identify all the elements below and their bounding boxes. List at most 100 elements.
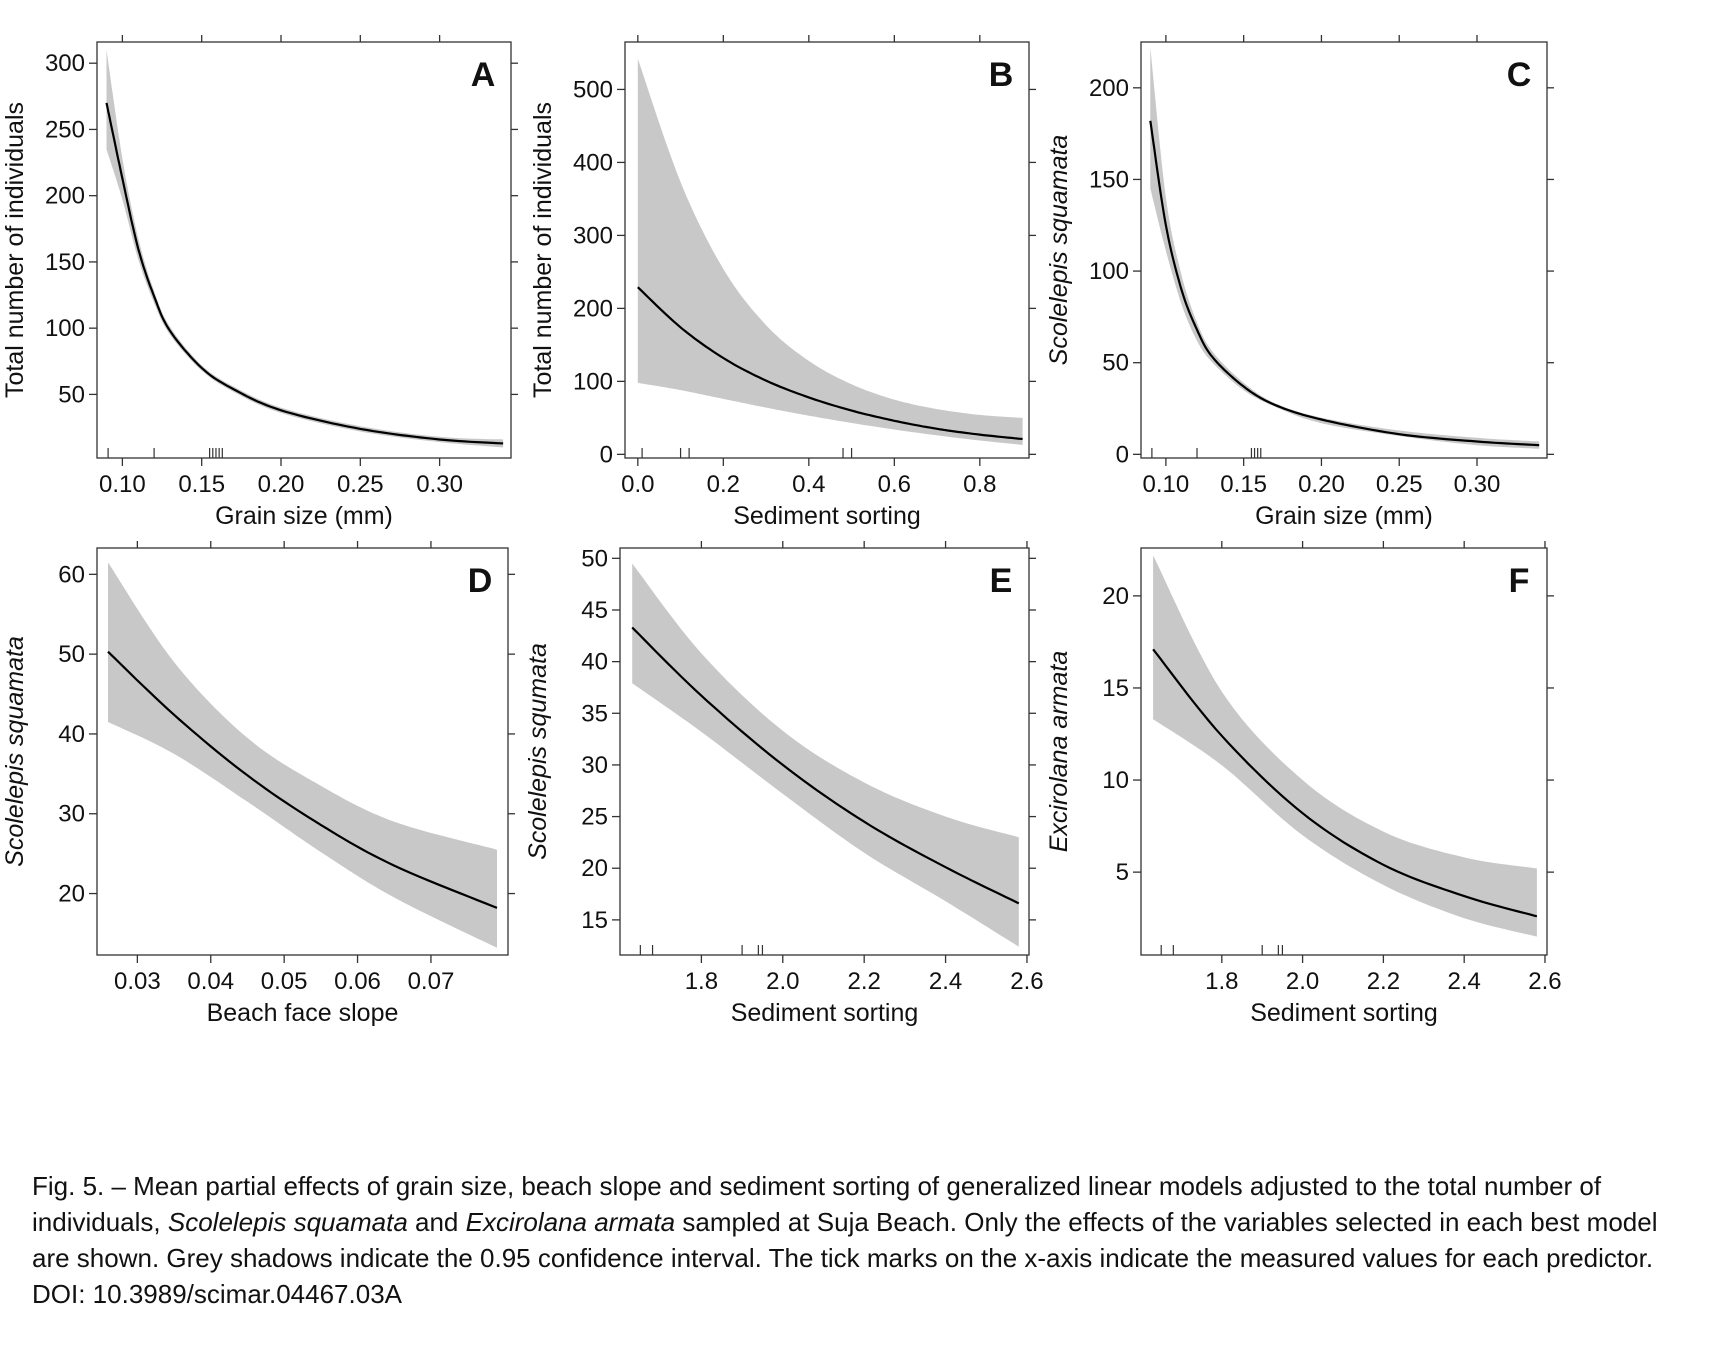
x-tick-label: 0.8: [963, 471, 996, 498]
x-tick-label: 0.2: [707, 471, 740, 498]
caption-species-2: Excirolana armata: [465, 1207, 676, 1237]
x-tick-label: 0.06: [334, 968, 381, 995]
y-tick-label: 40: [581, 649, 608, 676]
panel-f: 1.8 2.0 2.2 2.4 2.6 5 10 15 20 F Sediment sorting E…: [1045, 541, 1562, 1027]
y-tick-label: 40: [58, 721, 85, 748]
plot-frame: [96, 547, 509, 956]
y-tick-label: 20: [581, 855, 608, 882]
y-tick-label: 100: [1089, 258, 1129, 285]
y-tick-label: 150: [1089, 166, 1129, 193]
y-axis-label: Scolelepis squmata: [524, 643, 552, 860]
x-axis-label: Beach face slope: [207, 999, 399, 1027]
y-tick-label: 30: [58, 801, 85, 828]
x-tick-label: 0.4: [792, 471, 825, 498]
x-tick-label: 0.20: [1298, 471, 1345, 498]
panel-letter: A: [471, 56, 496, 94]
y-tick-label: 50: [581, 545, 608, 572]
x-tick-label: 0.25: [337, 471, 384, 498]
figure-caption: Fig. 5. – Mean partial effects of grain …: [32, 1168, 1692, 1312]
x-tick-label: 0.0: [621, 471, 654, 498]
x-tick-label: 0.05: [261, 968, 308, 995]
y-tick-label: 30: [581, 752, 608, 779]
x-tick-label: 0.6: [878, 471, 911, 498]
y-axis-label: Scolelepis squamata: [1, 636, 29, 867]
y-tick-label: 250: [45, 116, 85, 143]
y-tick-label: 200: [45, 183, 85, 210]
x-tick-label: 0.30: [416, 471, 463, 498]
y-tick-label: 0: [1116, 441, 1129, 468]
y-tick-label: 100: [573, 368, 613, 395]
panel-b: 0.0 0.2 0.4 0.6 0.8 0 100 200 300 400 500 B Sediment…: [529, 35, 1036, 530]
x-tick-label: 0.15: [1220, 471, 1267, 498]
panel-letter: B: [989, 56, 1014, 94]
x-tick-label: 0.04: [187, 968, 234, 995]
x-tick-label: 0.30: [1454, 471, 1501, 498]
mean-effect-line: [1149, 120, 1540, 447]
y-axis-label: Total number of individuals: [1, 102, 29, 398]
y-tick-label: 15: [581, 907, 608, 934]
x-tick-label: 2.4: [929, 968, 962, 995]
confidence-band: [106, 49, 504, 448]
x-axis-label: Grain size (mm): [215, 502, 393, 530]
figure: 0.10 0.15 0.20 0.25 0.30 50 100 150 200 250 300 A Gr…: [1, 35, 1562, 1027]
x-axis-label: Sediment sorting: [733, 502, 921, 530]
x-tick-label: 1.8: [1205, 968, 1238, 995]
confidence-band: [632, 563, 1019, 947]
caption-part-1: Fig. 5. – Mean partial effects of grain …: [32, 1171, 1602, 1237]
x-tick-label: 2.0: [766, 968, 799, 995]
x-tick-label: 2.2: [1367, 968, 1400, 995]
confidence-band: [1153, 555, 1537, 937]
y-tick-label: 50: [1102, 350, 1129, 377]
x-tick-label: 0.10: [1143, 471, 1190, 498]
panel-a: 0.10 0.15 0.20 0.25 0.30 50 100 150 200 250 300 A Gr…: [1, 35, 518, 530]
y-tick-label: 300: [573, 222, 613, 249]
y-tick-label: 50: [58, 641, 85, 668]
plot-frame: [1140, 547, 1548, 956]
x-tick-label: 0.15: [178, 471, 225, 498]
y-tick-label: 60: [58, 561, 85, 588]
confidence-band: [637, 58, 1023, 445]
panel-c: 0.10 0.15 0.20 0.25 0.30 0 50 100 150 200 C Grain s…: [1045, 35, 1554, 530]
plot-frame: [624, 41, 1030, 459]
y-tick-label: 5: [1116, 859, 1129, 886]
plot-frame: [1140, 41, 1548, 459]
y-tick-label: 200: [573, 295, 613, 322]
y-tick-label: 300: [45, 50, 85, 77]
mean-effect-line: [637, 286, 1023, 441]
x-tick-label: 0.25: [1376, 471, 1423, 498]
y-tick-label: 0: [600, 441, 613, 468]
y-tick-label: 50: [58, 381, 85, 408]
mean-effect-line: [1152, 648, 1538, 918]
plot-frame: [96, 41, 512, 459]
y-axis-label: Total number of individuals: [529, 102, 557, 398]
x-axis-label: Sediment sorting: [1250, 999, 1438, 1027]
y-tick-label: 20: [58, 881, 85, 908]
x-tick-label: 0.10: [99, 471, 146, 498]
x-axis-label: Grain size (mm): [1255, 502, 1433, 530]
plot-frame: [619, 547, 1030, 956]
x-tick-label: 2.6: [1010, 968, 1043, 995]
panel-letter: F: [1509, 562, 1530, 600]
caption-part-3: sampled at Suja Beach. Only the effects …: [32, 1207, 1658, 1309]
panel-d: 0.03 0.04 0.05 0.06 0.07 20 30 40 50 60 D Beach fac…: [1, 541, 515, 1027]
y-tick-label: 400: [573, 149, 613, 176]
y-axis-label: Scolelepis squamata: [1045, 135, 1073, 366]
mean-effect-line: [105, 102, 504, 445]
caption-species-1: Scolelepis squamata: [167, 1207, 408, 1237]
y-tick-label: 200: [1089, 75, 1129, 102]
y-tick-label: 500: [573, 76, 613, 103]
x-tick-label: 2.0: [1286, 968, 1319, 995]
mean-effect-line: [631, 626, 1020, 905]
x-tick-label: 0.03: [114, 968, 161, 995]
x-axis-label: Sediment sorting: [731, 999, 919, 1027]
panel-letter: D: [468, 562, 493, 600]
y-tick-label: 15: [1102, 675, 1129, 702]
panel-e: 1.8 2.0 2.2 2.4 2.6 15 20 25 30 35 40 45 50 E Sediment…: [524, 541, 1044, 1027]
y-tick-label: 10: [1102, 767, 1129, 794]
panel-letter: E: [990, 562, 1013, 600]
x-tick-label: 2.6: [1528, 968, 1561, 995]
y-tick-label: 150: [45, 249, 85, 276]
y-axis-label: Excirolana armata: [1045, 651, 1073, 853]
x-tick-label: 2.2: [847, 968, 880, 995]
